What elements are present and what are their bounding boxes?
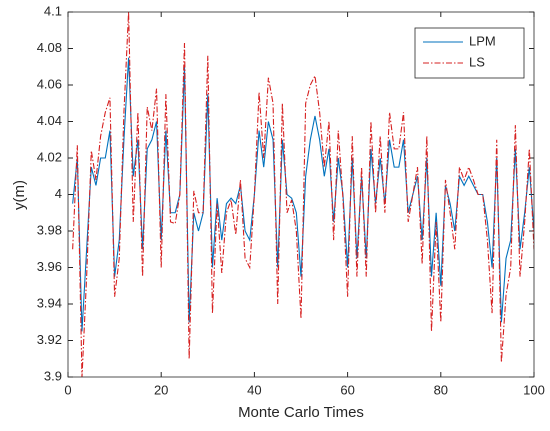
y-axis-title: y(m): [11, 180, 28, 210]
y-tick-label: 4.02: [37, 149, 62, 164]
y-tick-label: 4.06: [37, 76, 62, 91]
y-tick-label: 3.92: [37, 332, 62, 347]
x-axis-title: Monte Carlo Times: [238, 404, 364, 421]
x-tick-label: 20: [154, 382, 168, 397]
y-tick-label: 4.1: [44, 3, 62, 18]
legend-label: LS: [469, 54, 485, 69]
x-tick-label: 60: [340, 382, 354, 397]
x-tick-label: 40: [247, 382, 261, 397]
legend-box: [414, 27, 525, 79]
y-tick-label: 4.04: [37, 113, 62, 128]
legend-label: LPM: [469, 33, 496, 48]
y-tick-label: 3.9: [44, 368, 62, 383]
x-tick-label: 80: [434, 382, 448, 397]
y-tick-label: 4: [55, 186, 62, 201]
series-line: [72, 12, 534, 377]
y-tick-label: 4.08: [37, 40, 62, 55]
y-tick-label: 3.98: [37, 222, 62, 237]
y-tick-label: 3.94: [37, 295, 62, 310]
plot-frame: [67, 11, 535, 378]
y-tick-label: 3.96: [37, 259, 62, 274]
x-tick-label: 0: [64, 382, 71, 397]
x-tick-label: 100: [523, 382, 545, 397]
